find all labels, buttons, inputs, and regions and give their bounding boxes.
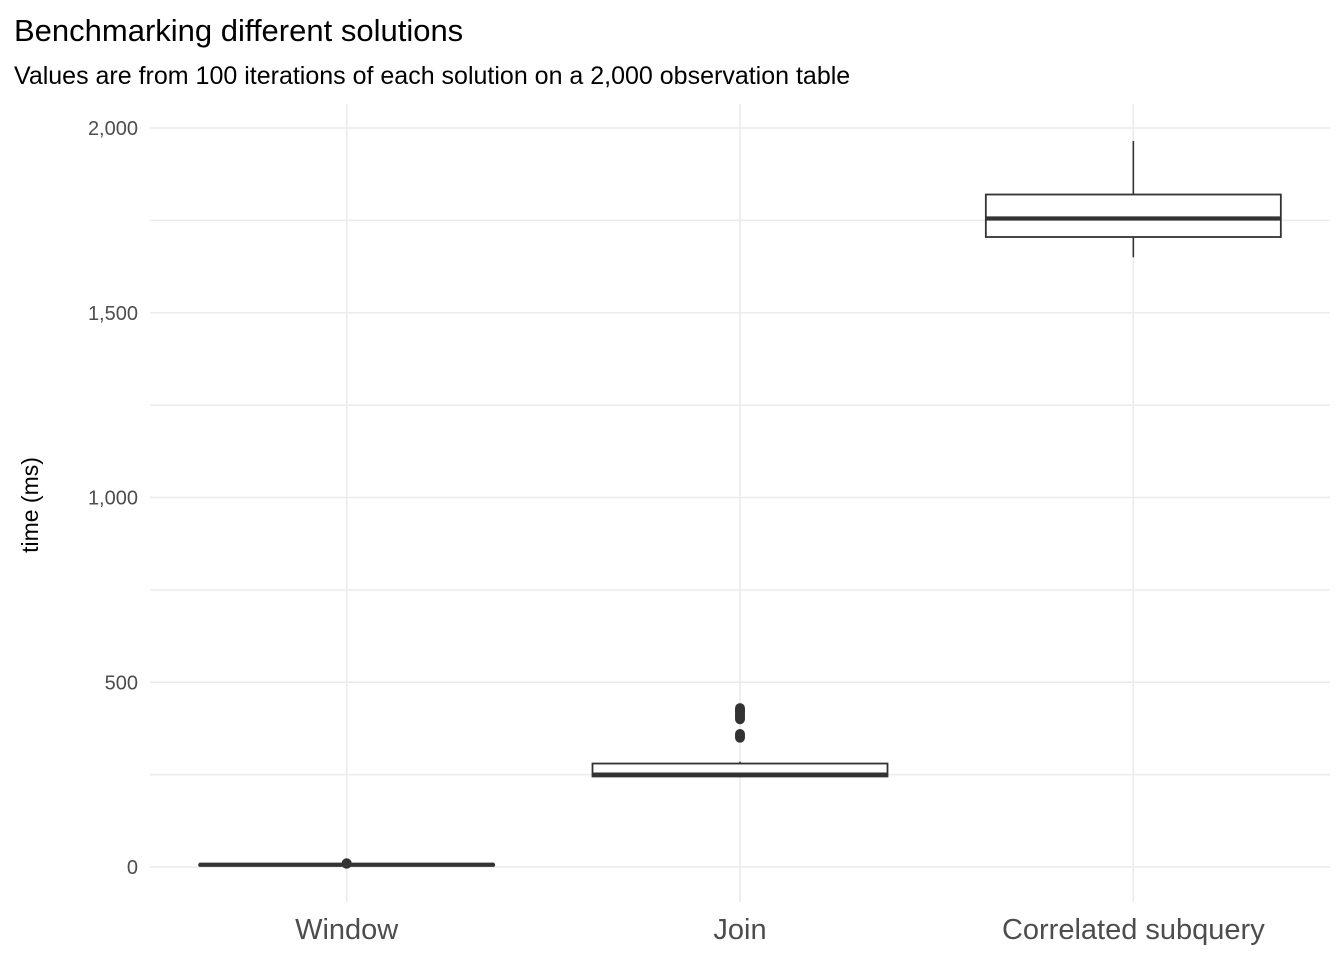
outlier-point: [735, 703, 745, 714]
box-correlated-subquery: [984, 140, 1282, 258]
chart-subtitle: Values are from 100 iterations of each s…: [14, 62, 850, 90]
y-tick-label: 0: [127, 857, 138, 879]
box-window: [198, 858, 496, 869]
outlier-point: [735, 728, 745, 739]
box-iqr: [984, 193, 1282, 238]
y-tick-label: 1,000: [88, 488, 138, 510]
chart-title: Benchmarking different solutions: [14, 13, 463, 48]
box-join: [591, 703, 889, 778]
y-tick-label: 500: [105, 672, 138, 694]
y-tick-label: 2,000: [88, 118, 138, 140]
y-tick-label: 1,500: [88, 303, 138, 325]
x-tick-label: Correlated subquery: [1002, 914, 1265, 946]
y-axis-label: time (ms): [17, 457, 43, 553]
outlier-point: [341, 858, 352, 869]
x-tick-label: Window: [295, 914, 399, 946]
x-tick-label: Join: [713, 914, 766, 946]
boxes: [198, 140, 1282, 869]
x-axis-ticks: Window Join Correlated subquery: [295, 914, 1265, 946]
y-axis-ticks: 0 500 1,000 1,500 2,000: [88, 118, 138, 879]
